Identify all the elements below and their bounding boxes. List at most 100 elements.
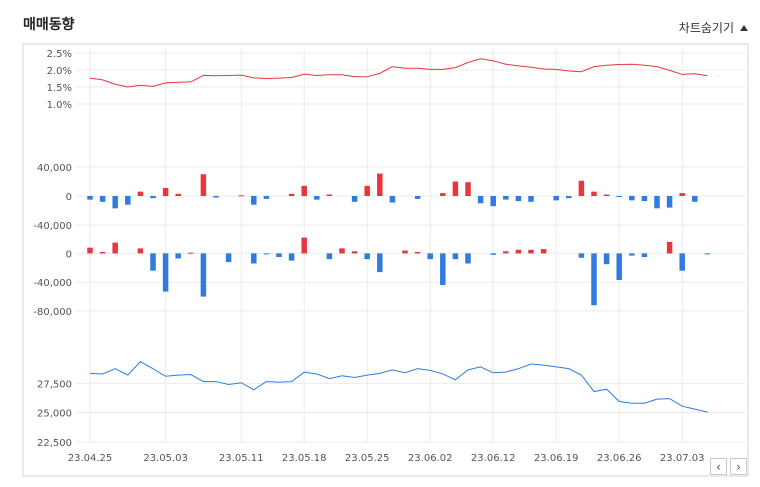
chart-panels [87,58,711,413]
y-tick-label: 2.0% [47,66,72,77]
x-tick-label: 23.06.19 [534,453,579,464]
volume-bar [301,237,307,254]
price-series-line [89,360,708,413]
volume-bar [515,196,522,202]
volume-bar [364,185,370,196]
volume-bar [603,253,610,265]
volume-bar [276,253,282,257]
x-tick-label: 23.05.03 [143,453,188,464]
x-axis-labels: 23.04.25 23.05.03 23.05.11 23.05.18 23.05.25… [68,453,705,464]
volume-bar [377,173,383,196]
volume-bar [704,253,711,255]
y-tick-label: 0 [66,192,72,203]
volume-bar [616,253,622,281]
volume-bar [629,253,635,256]
volume-bar [301,185,307,196]
volume-bar [566,196,572,199]
y-axis-labels: 2.5% 2.0% 1.5% 1.0% 40,000 0 -40,000 0 -40,000 -8… [33,49,72,449]
volume-bar [616,196,622,197]
volume-bar [225,253,232,263]
volume-bar [440,193,446,196]
y-tick-label: -40,000 [33,278,72,289]
volume-bar [238,195,244,197]
volume-bar [679,193,685,196]
x-tick-label: 23.06.02 [408,453,453,464]
x-tick-label: 23.06.12 [471,453,516,464]
volume-bar [490,196,496,207]
volume-bar [666,241,673,254]
triangle-up-icon [740,24,748,31]
volume-bar [490,253,496,255]
volume-bar [200,174,207,196]
volume-bar [603,194,610,196]
volume-bar [515,249,522,254]
y-tick-label: 22,500 [37,438,72,449]
volume-bar [414,196,421,199]
chart-prev-button[interactable]: ‹ [710,458,727,475]
y-tick-label: 25,000 [37,409,72,420]
volume-bar [351,196,358,202]
volume-bar [641,253,648,257]
chart-frame [22,43,749,477]
volume-bar [465,182,471,196]
volume-bar [528,249,534,254]
volume-bar [591,253,597,306]
volume-bar [351,251,358,254]
volume-bar [87,247,93,254]
volume-bar [137,248,144,254]
volume-bar [112,242,118,254]
volume-bar [150,196,156,199]
volume-bar [188,252,194,254]
volume-bar [213,196,219,198]
volume-bar [654,196,660,209]
volume-bar [641,196,648,202]
chevron-left-icon: ‹ [716,459,721,474]
x-tick-label: 23.06.26 [597,453,642,464]
volume-bar [112,196,118,209]
volume-bar [175,193,181,196]
y-tick-label: -40,000 [33,221,72,232]
volume-bar [402,250,408,254]
chart-next-button[interactable]: › [730,458,747,475]
volume-bar [263,196,270,199]
volume-bar [364,253,370,260]
volume-bar [377,253,383,273]
volume-bar [200,253,207,297]
hide-chart-toggle[interactable]: 차트숨기기 [679,19,748,36]
volume-bar [591,191,597,196]
x-tick-label: 23.05.25 [345,453,390,464]
ratio-series-line [89,58,708,88]
volume-bar [326,194,333,196]
volume-bar [288,253,295,261]
volume-bar [251,196,257,205]
x-tick-label: 23.07.03 [660,453,705,464]
volume-bar [540,249,547,254]
volume-bar [503,196,509,200]
volume-bar [99,251,106,254]
chart-gridlines [76,48,745,443]
volume-bar [162,253,169,292]
volume-bar [150,253,156,271]
hide-chart-label: 차트숨기기 [678,21,734,35]
volume-bar [175,253,181,259]
y-tick-label: 27,500 [37,379,72,390]
volume-bar [414,251,421,254]
volume-bar [666,196,673,208]
x-tick-label: 23.05.11 [219,453,264,464]
volume-bar [263,253,270,255]
volume-bar [326,253,333,260]
volume-bar [162,188,169,196]
volume-bar [452,181,459,196]
x-tick-label: 23.05.18 [282,453,327,464]
volume-bar [679,253,685,271]
volume-bar [427,253,433,260]
volume-bar [137,191,144,196]
volume-bar [578,253,585,258]
volume-bar [629,196,635,201]
volume-bar [314,196,320,200]
y-tick-label: -80,000 [33,307,72,318]
volume-bar [503,251,509,254]
y-tick-label: 40,000 [37,163,72,174]
volume-bar [339,248,345,254]
